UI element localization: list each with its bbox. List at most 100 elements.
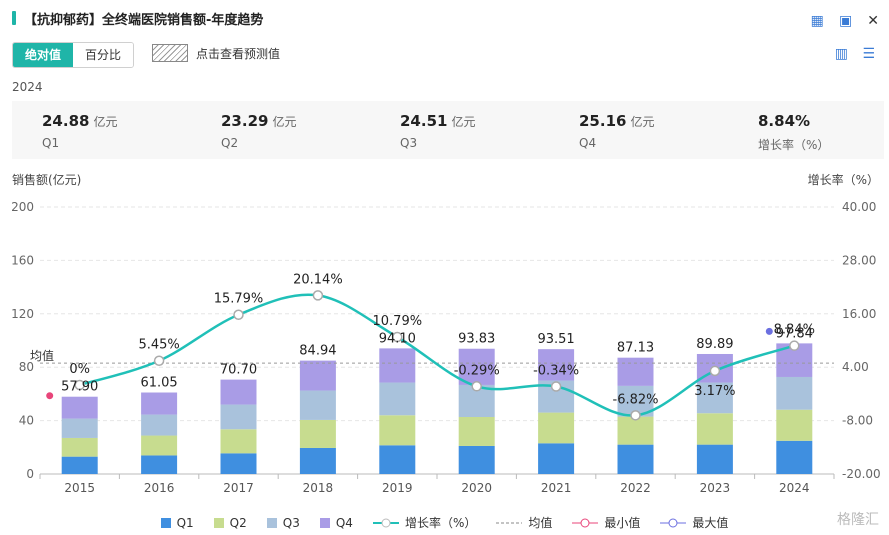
tab-absolute[interactable]: 绝对值 [13, 43, 74, 67]
bar-q1-2021 [538, 443, 575, 474]
x-tick-label: 2022 [620, 481, 651, 495]
bar-q1-2020 [458, 445, 495, 474]
bar-q4-2018 [299, 360, 336, 391]
total-label-2023: 89.89 [696, 337, 733, 352]
x-tick-label: 2021 [541, 481, 572, 495]
summary-panel: 24.88 亿元 Q1 23.29 亿元 Q2 24.51 亿元 Q3 25.16 亿元… [12, 101, 884, 159]
left-tick-label: 120 [11, 307, 34, 321]
page-title: 【抗抑郁药】全终端医院销售额-年度趋势 [24, 13, 264, 28]
right-tick-label: -8.00 [842, 414, 873, 428]
growth-point-2024 [789, 340, 800, 351]
bar-q1-2023 [696, 444, 733, 474]
x-tick-label: 2024 [779, 481, 810, 495]
year-label: 2024 [12, 80, 43, 94]
right-tick-label: 4.00 [842, 360, 869, 374]
close-icon[interactable]: ✕ [867, 13, 879, 29]
left-axis-title: 销售额(亿元) [12, 173, 82, 187]
legend-mean[interactable]: 均值 [496, 516, 553, 530]
growth-point-2021 [550, 381, 562, 392]
growth-point-2018 [312, 290, 324, 301]
bar-q2-2023 [696, 413, 733, 445]
forecast-toggle[interactable]: 点击查看预测值 [152, 44, 280, 62]
bar-q3-2015 [61, 418, 98, 438]
right-tick-label: -20.00 [842, 467, 881, 481]
right-tick-label: 16.00 [842, 307, 876, 321]
mean-label: 均值 [30, 348, 54, 363]
total-label-2020: 93.83 [458, 332, 495, 347]
total-label-2019: 94.10 [379, 331, 416, 346]
bar-q4-2016 [141, 392, 178, 415]
left-tick-label: 40 [19, 414, 34, 428]
watermark: 格隆汇 [837, 512, 879, 528]
growth-point-2016 [153, 355, 165, 366]
bar-q2-2021 [538, 412, 575, 444]
summary-q4: 25.16 亿元 Q4 [579, 112, 655, 150]
x-tick-label: 2020 [461, 481, 492, 495]
bar-q4-2020 [458, 348, 495, 385]
x-tick-label: 2019 [382, 481, 413, 495]
bar-q4-2017 [220, 379, 257, 405]
excel-export-icon[interactable]: ▦ [810, 13, 824, 29]
total-label-2016: 61.05 [140, 375, 177, 390]
forecast-label: 点击查看预测值 [196, 46, 281, 61]
bar-q3-2024 [776, 376, 813, 410]
image-export-icon[interactable]: ▣ [838, 13, 853, 29]
growth-label-2024: 8.84% [774, 323, 815, 338]
summary-q1: 24.88 亿元 Q1 [42, 112, 118, 150]
growth-line [79, 293, 795, 417]
bar-q1-2022 [617, 444, 654, 474]
total-label-2024: 97.84 [776, 326, 813, 341]
forecast-hatch-icon [152, 44, 188, 62]
legend-q2[interactable]: Q2 [213, 514, 247, 531]
total-label-2018: 84.94 [299, 344, 336, 359]
bar-q1-2016 [141, 455, 178, 474]
total-label-2021: 93.51 [537, 332, 574, 347]
bar-q4-2015 [61, 396, 98, 419]
growth-label-2016: 5.45% [138, 338, 179, 353]
bar-q2-2018 [299, 419, 336, 448]
growth-point-2015 [74, 379, 85, 391]
right-axis-title: 增长率（%） [807, 173, 879, 187]
chart-legend: Q1 Q2 Q3 Q4 增长率（%） 均值 最小值 最大值 [0, 514, 889, 531]
bar-q4-2022 [617, 357, 654, 386]
legend-q3[interactable]: Q3 [266, 514, 300, 531]
x-tick-label: 2018 [303, 481, 334, 495]
table-view-icon[interactable]: ☰ [862, 46, 875, 62]
x-tick-label: 2017 [223, 481, 254, 495]
x-tick-label: 2015 [64, 481, 95, 495]
max-value-marker [765, 327, 773, 335]
bar-q3-2018 [299, 390, 336, 420]
growth-label-2020: -0.29% [454, 363, 500, 378]
growth-point-2019 [392, 331, 403, 343]
bar-q2-2019 [379, 415, 416, 446]
bar-q2-2017 [220, 429, 257, 454]
legend-q1[interactable]: Q1 [160, 514, 194, 531]
bar-q1-2018 [299, 447, 336, 474]
value-mode-toggle[interactable]: 绝对值 百分比 [12, 42, 135, 68]
growth-point-2022 [630, 410, 641, 421]
growth-label-2017: 15.79% [214, 292, 264, 307]
growth-label-2015: 0% [69, 362, 90, 377]
chart-view-icon[interactable]: ▥ [834, 46, 848, 62]
bar-q1-2024 [776, 440, 813, 474]
legend-min[interactable]: 最小值 [572, 514, 640, 531]
total-label-2022: 87.13 [617, 341, 654, 356]
growth-point-2020 [471, 381, 482, 392]
legend-q4[interactable]: Q4 [319, 514, 353, 531]
bar-q3-2016 [141, 414, 178, 436]
growth-label-2018: 20.14% [293, 272, 343, 287]
growth-point-2017 [233, 309, 244, 320]
legend-max[interactable]: 最大值 [660, 514, 728, 531]
summary-q3: 24.51 亿元 Q3 [400, 112, 476, 150]
bar-q1-2015 [61, 456, 98, 474]
left-tick-label: 160 [11, 253, 34, 267]
growth-label-2019: 10.79% [373, 314, 423, 329]
x-tick-label: 2016 [144, 481, 175, 495]
right-tick-label: 28.00 [842, 253, 876, 267]
total-label-2015: 57.90 [61, 380, 98, 395]
bar-q2-2022 [617, 416, 654, 445]
tab-percent[interactable]: 百分比 [73, 43, 134, 67]
legend-growth[interactable]: 增长率（%） [372, 514, 476, 531]
x-tick-label: 2023 [700, 481, 731, 495]
